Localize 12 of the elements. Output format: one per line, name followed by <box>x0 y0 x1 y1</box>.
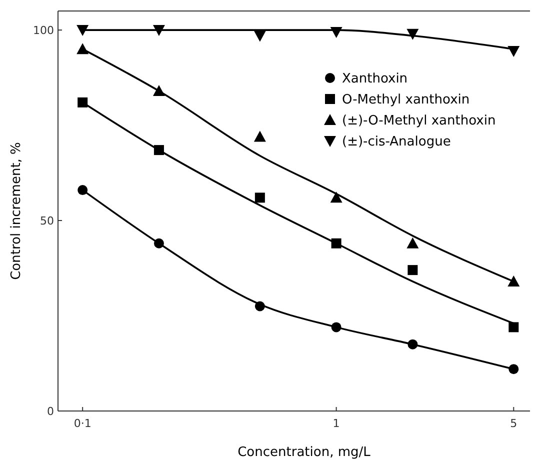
y-tick-label: 100 <box>33 24 54 37</box>
x-axis-title: Concentration, mg/L <box>238 445 372 460</box>
y-tick-label: 0 <box>47 404 54 418</box>
x-tick-label: 0·1 <box>74 417 92 430</box>
legend-label: (±)-O-Methyl xanthoxin <box>342 114 496 129</box>
legend-label: (±)-cis-Analogue <box>342 134 451 150</box>
x-tick-label: 1 <box>332 417 340 430</box>
legend-label: O-Methyl xanthoxin <box>342 92 470 108</box>
y-tick-label: 50 <box>40 214 54 228</box>
legend-label: Xanthoxin <box>342 72 408 87</box>
y-axis-title: Control increment, % <box>9 142 24 280</box>
x-tick-label: 5 <box>510 417 518 430</box>
